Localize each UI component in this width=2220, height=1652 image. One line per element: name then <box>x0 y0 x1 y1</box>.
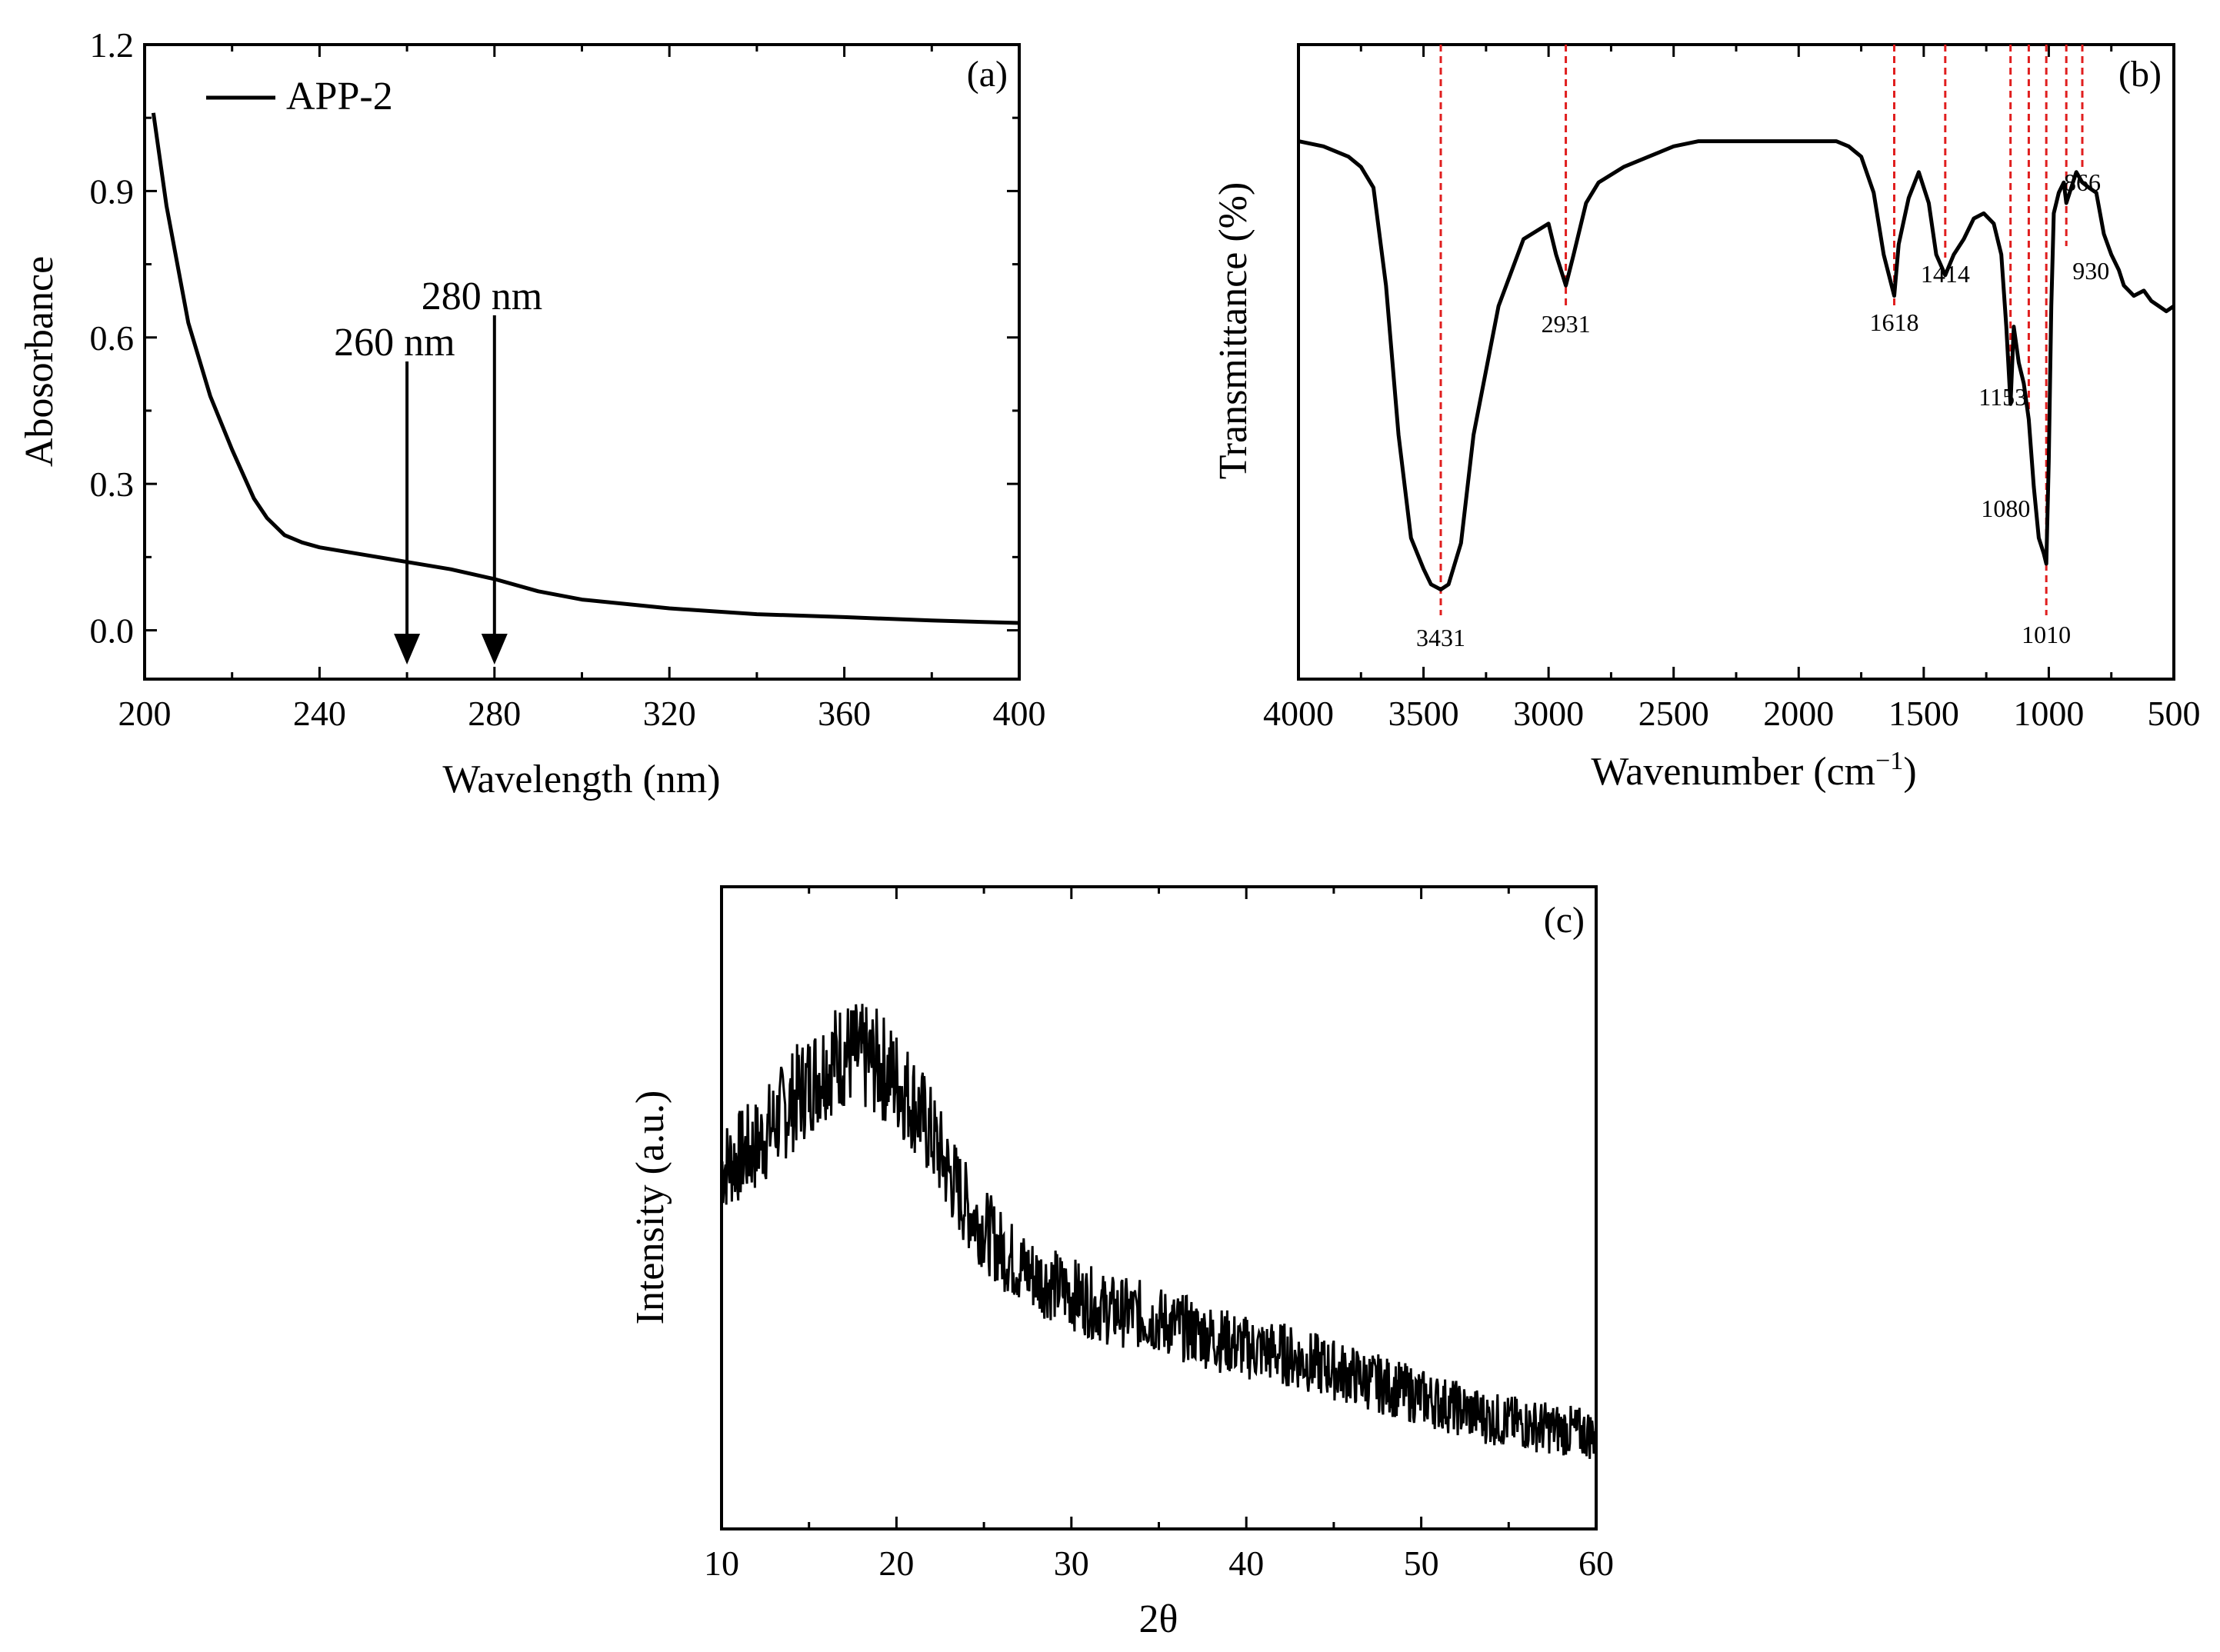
panel-label-a: (a) <box>967 54 1008 95</box>
x-axis-title-b-close: ) <box>1903 750 1916 794</box>
x-axis-title-b: Wavenumber (cm−1) <box>1591 747 1916 794</box>
x-axis-title-a: Wavelength (nm) <box>442 758 720 801</box>
panel-b-peak-lines <box>1439 45 2084 615</box>
y-tick-label: 0.0 <box>90 611 135 651</box>
x-tick-label: 360 <box>818 694 871 733</box>
peak-label: 930 <box>2072 257 2109 285</box>
annotation-260nm: 260 nm <box>334 321 455 365</box>
y-tick-label: 1.2 <box>90 25 135 65</box>
y-axis-title-b: Transmittance (%) <box>1212 182 1255 480</box>
x-tick-label: 20 <box>878 1544 914 1583</box>
series-line-app-2 <box>151 112 1020 625</box>
peak-label: 2931 <box>1542 310 1591 338</box>
panel-c-ticks <box>720 887 1598 1529</box>
x-tick-label: 320 <box>643 694 696 733</box>
panel-a: 200 240 280 320 360 400 0.0 0.3 0.6 0.9 … <box>18 25 1046 801</box>
x-tick-label: 2000 <box>1763 694 1834 733</box>
peak-label: 1153 <box>1978 383 2027 411</box>
panel-b-peak-labels: 3431 2931 1618 1414 1153 1080 1010 930 8… <box>1416 168 2109 651</box>
x-tick-label: 280 <box>468 694 521 733</box>
series-line-xrd <box>720 1004 1598 1459</box>
panel-label-c: (c) <box>1544 900 1585 941</box>
x-axis-title-c: 2θ <box>1139 1597 1178 1641</box>
annotation-280nm: 280 nm <box>422 275 542 318</box>
panel-a-y-tick-labels: 0.0 0.3 0.6 0.9 1.2 <box>90 25 135 651</box>
y-axis-title-a: Abosorbance <box>18 256 62 467</box>
x-tick-label: 200 <box>118 694 172 733</box>
peak-label: 1414 <box>1921 260 1970 288</box>
arrowhead-280nm <box>481 633 508 664</box>
x-tick-label: 500 <box>2148 694 2201 733</box>
x-tick-label: 50 <box>1404 1544 1439 1583</box>
peak-label: 3431 <box>1416 624 1465 651</box>
arrowhead-260nm <box>394 633 421 664</box>
x-tick-label: 10 <box>704 1544 739 1583</box>
panel-a-frame <box>143 43 1021 681</box>
x-tick-label: 30 <box>1054 1544 1089 1583</box>
x-tick-label: 1000 <box>2013 694 2084 733</box>
x-axis-title-b-main: Wavenumber (cm <box>1591 750 1875 794</box>
legend-label: APP-2 <box>286 75 393 118</box>
panel-label-b: (b) <box>2118 54 2162 95</box>
x-tick-label: 240 <box>293 694 346 733</box>
y-axis-title-c: Intensity (a.u.) <box>628 1091 672 1325</box>
panel-c-x-tick-labels: 10 20 30 40 50 60 <box>704 1544 1614 1583</box>
y-tick-label: 0.9 <box>90 172 135 211</box>
peak-label: 1080 <box>1981 495 2030 522</box>
panel-b-x-tick-labels: 4000 3500 3000 2500 2000 1500 1000 500 <box>1263 694 2201 733</box>
panel-a-ticks <box>143 43 1021 679</box>
panel-a-x-tick-labels: 200 240 280 320 360 400 <box>118 694 1046 733</box>
series-line-ftir <box>1298 139 2175 591</box>
x-tick-label: 3000 <box>1513 694 1584 733</box>
peak-label: 866 <box>2064 168 2101 196</box>
panel-a-annotations: 260 nm 280 nm <box>334 275 542 664</box>
x-tick-label: 40 <box>1228 1544 1264 1583</box>
panel-b: 4000 3500 3000 2500 2000 1500 1000 500 3… <box>1212 43 2201 794</box>
panel-c: 10 20 30 40 50 60 (c) 2θ Intensity (a.u.… <box>628 885 1614 1641</box>
x-axis-title-b-sup: −1 <box>1875 747 1903 775</box>
x-tick-label: 2500 <box>1638 694 1709 733</box>
x-tick-label: 1500 <box>1888 694 1959 733</box>
x-tick-label: 400 <box>993 694 1046 733</box>
panel-b-ticks <box>1297 45 2175 679</box>
y-tick-label: 0.6 <box>90 318 135 358</box>
peak-label: 1010 <box>2022 621 2071 648</box>
panel-c-frame <box>720 885 1598 1530</box>
peak-label: 1618 <box>1869 308 1918 336</box>
y-tick-label: 0.3 <box>90 465 135 504</box>
x-tick-label: 4000 <box>1263 694 1334 733</box>
x-tick-label: 3500 <box>1388 694 1459 733</box>
x-tick-label: 60 <box>1578 1544 1614 1583</box>
